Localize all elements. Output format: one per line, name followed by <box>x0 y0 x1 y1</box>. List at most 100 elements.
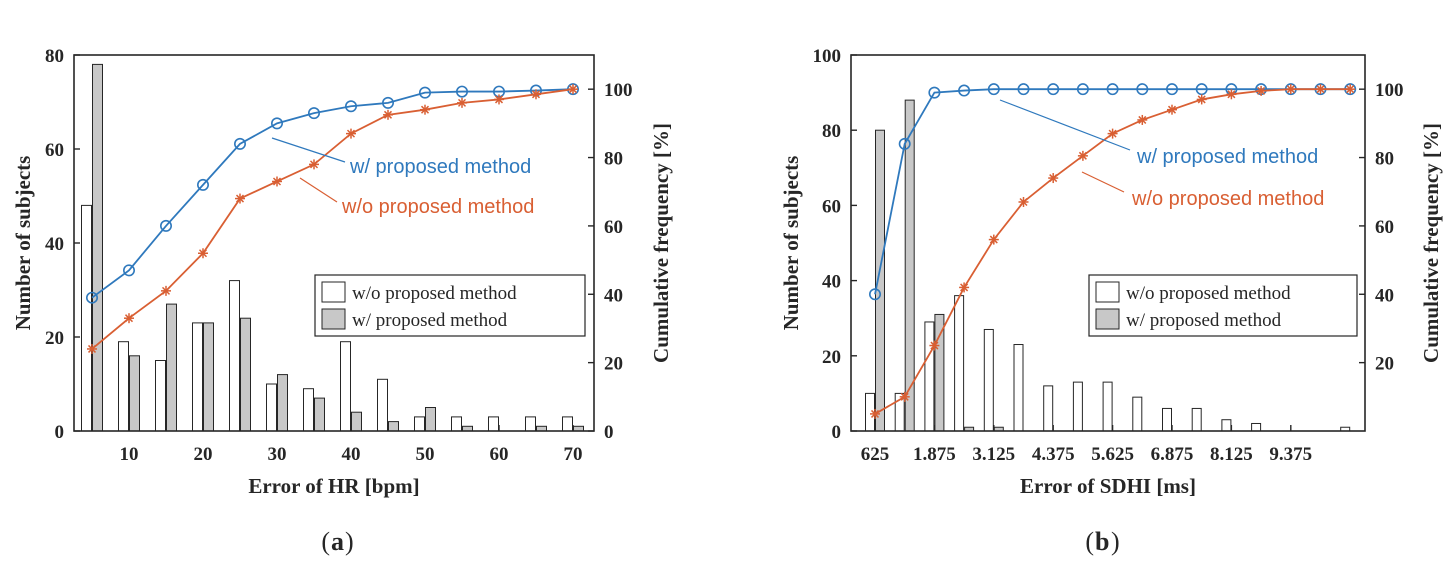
legend-b: w/o proposed method w/ proposed method <box>1088 274 1358 337</box>
cumulative-point-with-a <box>455 85 468 98</box>
cumulative-point-with-b <box>1047 83 1060 96</box>
panel-caption-open-a: ( <box>321 527 330 556</box>
bar-with-a <box>240 317 251 432</box>
y-right-tick-label-a: 100 <box>604 80 633 101</box>
cumulative-point-without-b <box>1256 85 1267 96</box>
panel-b: 625 1.875 3.125 4.375 5.625 6.875 8.125 9.375 0 2… <box>779 46 1443 556</box>
cumulative-point-without-b <box>1226 89 1237 100</box>
bar-without-a <box>118 341 129 432</box>
cumulative-point-with-b <box>898 137 911 150</box>
y-axis-left-label-b: Number of subjects <box>779 156 803 331</box>
cumulative-point-without-a <box>457 97 467 108</box>
y-right-tick-label-b: 80 <box>1375 149 1394 170</box>
cumulative-point-without-a <box>568 84 578 95</box>
panel-caption-close-b: ) <box>1111 527 1120 556</box>
legend-a: w/o proposed method w/ proposed method <box>314 274 586 337</box>
x-axis-label-a: Error of HR [bpm] <box>248 474 419 498</box>
cumulative-point-with-b <box>958 84 971 97</box>
cumulative-point-with-a <box>86 291 99 304</box>
bar-with-a <box>166 303 177 432</box>
legend-label-without-a: w/o proposed method <box>352 283 517 304</box>
cumulative-point-without-a <box>124 313 134 324</box>
cumulative-point-without-a <box>87 343 97 354</box>
plot-frame-b <box>850 54 1366 432</box>
ticks-group-b: 625 1.875 3.125 4.375 5.625 6.875 8.125 9.375 0 2… <box>813 46 1404 465</box>
cumulative-point-without-b <box>1018 196 1029 207</box>
cumulative-line-without-a <box>91 88 574 350</box>
legend-swatch-with-a <box>321 308 346 330</box>
cumulative-point-with-b <box>1166 83 1179 96</box>
cumulative-point-without-b <box>1107 128 1118 139</box>
y-left-tick-label-b: 40 <box>822 272 841 293</box>
bar-without-a <box>81 204 92 432</box>
cumulative-point-with-b <box>987 83 1000 96</box>
cumulative-point-without-b <box>988 234 999 245</box>
cumulative-point-without-b <box>1077 150 1088 161</box>
bars-group-a <box>81 63 584 432</box>
cumulative-point-with-b <box>928 86 941 99</box>
x-axis-label-b: Error of SDHI [ms] <box>1020 474 1196 498</box>
y-left-tick-label-a: 60 <box>45 140 64 161</box>
bar-with-b <box>934 313 945 432</box>
annotation-line-without-b <box>1081 171 1125 193</box>
ticks-group-a: 10 20 30 40 50 60 70 0 20 40 60 80 0 20 40 60 80 100 <box>45 46 633 465</box>
cumulative-point-without-a <box>383 109 393 120</box>
cumulative-point-without-a <box>272 176 282 187</box>
cumulative-line-with-b <box>874 88 1351 295</box>
bar-with-a <box>129 355 140 432</box>
cumulative-point-with-b <box>868 288 881 301</box>
cumulative-point-with-a <box>344 100 357 113</box>
y-right-tick-label-a: 40 <box>604 285 623 306</box>
cumulative-point-without-b <box>1048 173 1059 184</box>
annotation-with-b: w/ proposed method <box>1136 146 1318 168</box>
bar-without-b <box>924 321 935 432</box>
cumulative-point-with-a <box>381 96 394 109</box>
cumulative-point-with-a <box>270 117 283 130</box>
cumulative-point-without-a <box>420 104 430 115</box>
legend-swatch-without-a <box>321 281 346 303</box>
cumulative-point-with-a <box>123 264 136 277</box>
x-tick-label-b: 6.875 <box>1151 444 1194 465</box>
bar-without-a <box>340 341 351 432</box>
cumulative-point-with-a <box>234 137 247 150</box>
cumulative-point-without-a <box>235 193 245 204</box>
x-tick-label-a: 30 <box>268 444 287 465</box>
annotation-line-without-a <box>299 177 338 203</box>
cumulative-point-without-a <box>494 94 504 105</box>
cumulative-point-with-a <box>307 107 320 120</box>
y-right-tick-label-b: 40 <box>1375 285 1394 306</box>
cumulative-point-without-b <box>1315 84 1326 95</box>
cumulative-point-without-b <box>1167 104 1177 115</box>
annotation-line-with-b <box>999 99 1131 151</box>
annotation-line-with-a <box>271 137 346 163</box>
legend-swatch-with-b <box>1095 308 1120 330</box>
bar-without-b <box>1072 381 1083 432</box>
cumulative-point-with-b <box>1195 83 1208 96</box>
x-tick-label-b: 3.125 <box>972 444 1015 465</box>
y-left-tick-label-b: 20 <box>822 347 841 368</box>
bar-without-b <box>1251 422 1262 432</box>
annotation-without-a: w/o proposed method <box>341 196 534 218</box>
x-tick-label-b: 9.375 <box>1269 444 1312 465</box>
bar-without-a <box>266 383 277 432</box>
cumulative-point-without-b <box>1345 84 1356 95</box>
cumulative-point-with-b <box>1136 83 1149 96</box>
cumulative-point-with-a <box>160 219 173 232</box>
cumulative-point-without-a <box>161 285 171 296</box>
x-tick-label-a: 40 <box>342 444 361 465</box>
bar-without-b <box>1132 396 1143 432</box>
legend-label-with-b: w/ proposed method <box>1126 310 1282 331</box>
bar-without-a <box>414 416 425 432</box>
bar-without-b <box>1191 407 1202 432</box>
x-tick-label-b: 8.125 <box>1210 444 1253 465</box>
cumulative-point-without-b <box>1285 84 1296 95</box>
y-axis-left-label-a: Number of subjects <box>11 156 35 331</box>
y-axis-right-label-a: Cumulative frequency [%] <box>649 123 673 363</box>
y-right-tick-label-a: 0 <box>604 422 614 443</box>
legend-box-a <box>314 274 586 337</box>
bar-with-a <box>92 63 103 432</box>
cumulative-point-without-b <box>899 391 910 402</box>
x-tick-label-a: 50 <box>416 444 435 465</box>
x-tick-label-a: 60 <box>490 444 509 465</box>
